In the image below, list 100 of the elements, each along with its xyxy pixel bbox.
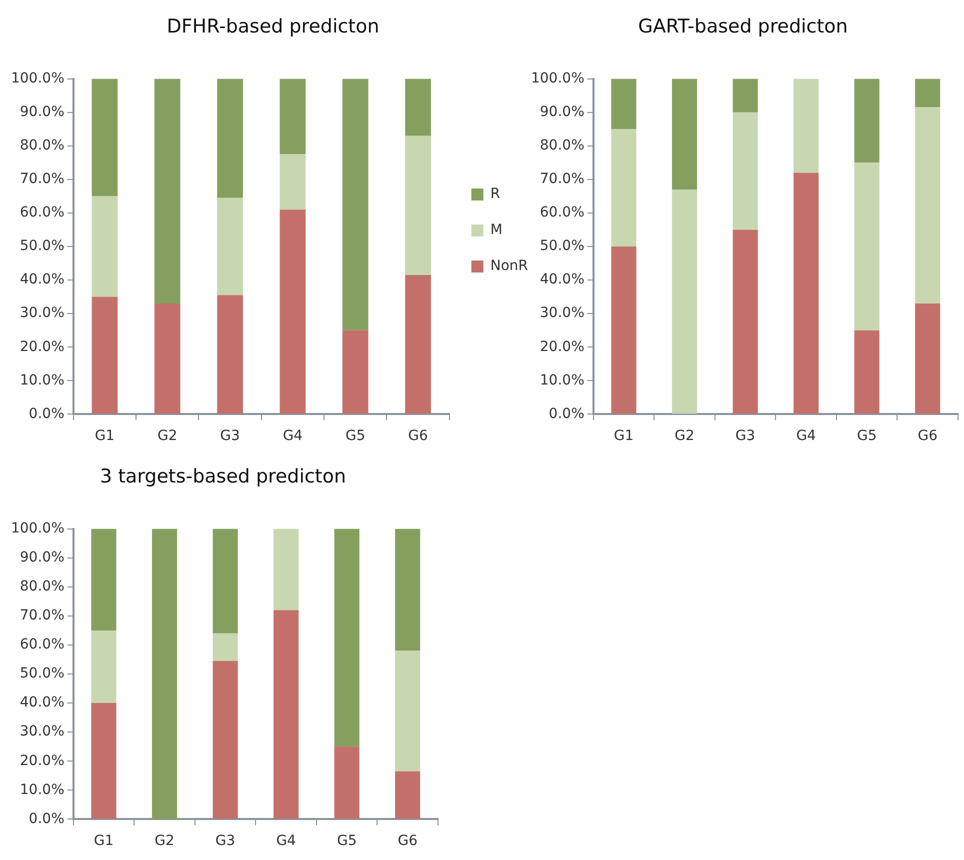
y-tick-label: 40.0% — [20, 694, 64, 711]
bar — [794, 172, 819, 414]
y-tick-label: 90.0% — [20, 104, 64, 120]
y-tick-label: 10.0% — [20, 782, 64, 798]
x-tick-label: G3 — [215, 833, 236, 850]
chart-title: GART-based predicton — [638, 15, 848, 38]
y-tick-label: 20.0% — [20, 338, 64, 355]
y-tick-label: 60.0% — [540, 204, 584, 221]
bar — [732, 112, 758, 230]
bar — [794, 78, 819, 173]
bar — [342, 78, 368, 330]
bar — [91, 630, 116, 704]
y-tick-label: 10.0% — [20, 372, 64, 388]
bar — [672, 189, 698, 414]
x-tick-label: G5 — [336, 833, 357, 850]
bar — [212, 633, 238, 661]
x-tick-label: G3 — [220, 428, 240, 444]
y-tick-label: 70.0% — [20, 171, 64, 188]
x-tick-label: G5 — [345, 428, 366, 444]
y-tick-label: 100.0% — [10, 70, 64, 86]
bar — [154, 304, 180, 414]
bar — [732, 78, 758, 112]
y-tick-label: 30.0% — [20, 724, 64, 740]
x-tick-label: G1 — [94, 833, 114, 850]
x-tick-label: G4 — [796, 428, 816, 444]
y-tick-label: 50.0% — [540, 238, 584, 254]
x-tick-label: G4 — [276, 833, 296, 850]
x-tick-label: G3 — [735, 428, 756, 444]
y-tick-label: 70.0% — [540, 171, 584, 188]
bar — [915, 78, 940, 108]
y-tick-label: 0.0% — [28, 406, 64, 422]
bar — [915, 304, 940, 414]
bar — [91, 703, 116, 819]
bar — [342, 330, 368, 414]
y-tick-label: 60.0% — [20, 636, 64, 653]
y-tick-label: 50.0% — [20, 666, 64, 682]
legend-label: M — [490, 222, 502, 238]
bar — [280, 78, 306, 154]
bar — [274, 528, 299, 610]
y-tick-label: 40.0% — [20, 272, 64, 288]
y-tick-label: 100.0% — [530, 70, 584, 86]
bar — [334, 528, 360, 747]
x-tick-label: G1 — [94, 428, 115, 444]
bar — [854, 330, 880, 414]
y-tick-label: 30.0% — [20, 305, 64, 322]
bar — [217, 198, 243, 296]
y-tick-label: 40.0% — [540, 272, 584, 288]
bar — [154, 78, 180, 304]
bar — [274, 610, 299, 819]
bar — [152, 528, 178, 819]
x-tick-label: G5 — [856, 428, 877, 444]
y-tick-label: 0.0% — [28, 810, 64, 827]
bar — [395, 528, 420, 651]
bar — [405, 136, 431, 276]
legend-label: NonR — [490, 258, 528, 274]
x-tick-label: G1 — [614, 428, 634, 444]
bar — [611, 78, 636, 130]
y-tick-label: 60.0% — [20, 204, 64, 221]
bar — [732, 230, 758, 414]
bar — [212, 660, 238, 819]
bar — [611, 246, 636, 414]
y-tick-label: 20.0% — [540, 338, 584, 355]
bar — [334, 746, 360, 819]
y-tick-label: 80.0% — [540, 138, 584, 154]
bar — [212, 528, 238, 634]
y-tick-label: 50.0% — [20, 238, 64, 254]
bar — [280, 154, 306, 210]
y-tick-label: 0.0% — [548, 406, 584, 422]
y-tick-label: 10.0% — [540, 372, 584, 388]
bar — [915, 107, 940, 304]
x-tick-label: G4 — [282, 428, 303, 444]
x-tick-label: G2 — [674, 428, 694, 444]
bar — [92, 196, 118, 297]
y-tick-label: 20.0% — [20, 752, 64, 769]
bar — [217, 78, 243, 198]
bar — [280, 210, 306, 414]
y-tick-label: 90.0% — [540, 104, 584, 120]
bar — [405, 275, 431, 414]
bar — [672, 78, 698, 190]
bar — [405, 78, 431, 136]
bar — [217, 295, 243, 414]
chart-title: 3 targets-based predicton — [100, 465, 346, 488]
x-tick-label: G6 — [918, 428, 938, 444]
bar — [92, 78, 118, 196]
x-tick-label: G2 — [154, 833, 174, 850]
bar — [854, 78, 880, 163]
y-tick-label: 70.0% — [20, 608, 64, 624]
y-tick-label: 80.0% — [20, 138, 64, 154]
bar — [854, 162, 880, 330]
legend-label: R — [490, 186, 500, 202]
bar — [611, 129, 636, 246]
y-tick-label: 80.0% — [20, 578, 64, 595]
y-tick-label: 90.0% — [20, 549, 64, 566]
bar — [395, 650, 420, 772]
y-tick-label: 30.0% — [540, 305, 584, 322]
bar — [395, 771, 420, 819]
x-tick-label: G6 — [398, 833, 418, 850]
bar — [91, 528, 116, 630]
x-tick-label: G6 — [408, 428, 428, 444]
y-tick-label: 100.0% — [10, 520, 64, 536]
